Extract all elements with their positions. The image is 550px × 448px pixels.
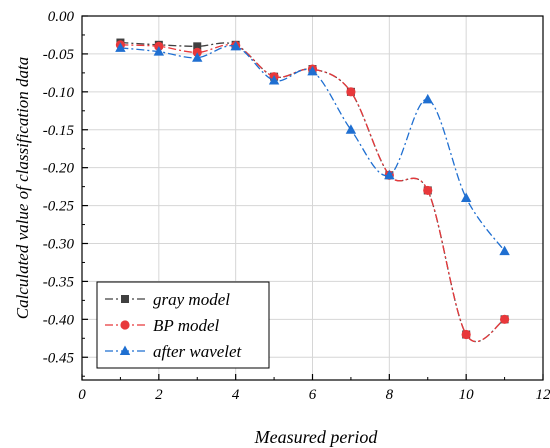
data-point [193,42,202,51]
x-axis-label: Measured period [254,427,379,447]
data-point [115,42,126,52]
axis-ticks: 0 2 4 6 8 10 12 0.00 -0.05 -0.10 -0.15 -0.20 -0.25 -0… [43,9,550,403]
data-point [268,74,280,85]
y-tick-label: 0.00 [48,9,75,25]
series-after-wavelet [115,40,510,256]
x-tick-label: 4 [232,387,240,403]
legend-entry: BP model [153,316,220,335]
y-tick-label: -0.20 [43,161,75,177]
data-point [460,192,472,202]
y-tick-label: -0.35 [43,274,75,290]
data-point [230,40,241,51]
y-axis-label: Calculated value of classification data [13,57,32,320]
x-tick-label: 8 [386,387,394,403]
data-point [499,314,510,324]
legend-entry: after wavelet [153,342,243,361]
data-point [307,65,318,76]
x-tick-label: 2 [155,387,163,403]
legend: gray model BP model after wavelet [96,281,270,369]
y-tick-label: -0.30 [43,237,75,253]
data-point [192,52,203,62]
series-layer [115,38,510,343]
legend-entry: gray model [153,290,230,309]
data-point [384,169,395,180]
data-point [499,245,510,256]
legend-marker [119,345,131,355]
data-point [423,185,433,196]
series-line [120,44,505,343]
y-tick-label: -0.25 [43,199,75,215]
data-point [346,87,356,97]
legend-marker [120,320,130,330]
data-point [422,93,433,104]
data-point [461,329,471,340]
y-tick-label: -0.05 [43,47,75,63]
series-line [120,45,506,252]
x-tick-label: 0 [78,387,86,403]
data-point [153,46,165,56]
data-point [345,124,357,134]
y-tick-label: -0.15 [43,123,75,139]
x-tick-label: 12 [536,387,550,403]
y-tick-label: -0.45 [43,350,75,366]
legend-marker [121,295,129,303]
x-tick-label: 10 [459,387,475,403]
y-tick-label: -0.10 [43,85,75,101]
y-tick-label: -0.40 [43,312,75,328]
x-tick-label: 6 [309,387,317,403]
